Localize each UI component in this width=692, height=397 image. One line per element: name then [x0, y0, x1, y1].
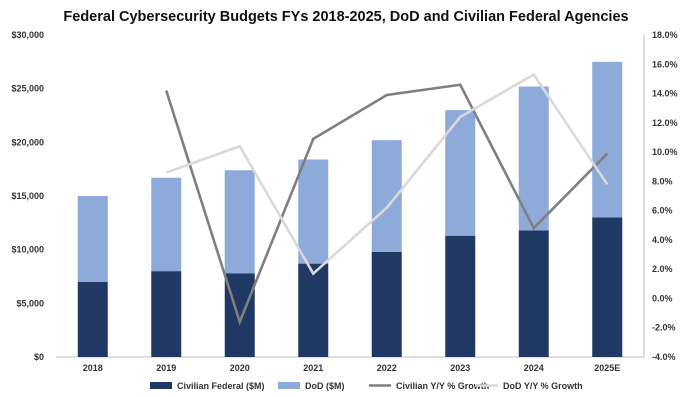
left-tick-label: $5,000 [16, 298, 44, 308]
bar-civilian [151, 271, 182, 357]
bar-dod [77, 196, 108, 282]
x-tick-label: 2023 [450, 363, 470, 373]
bar-civilian [592, 217, 623, 357]
bars [77, 61, 623, 357]
bar-civilian [518, 230, 549, 357]
bar-civilian [298, 263, 329, 357]
chart-title: Federal Cybersecurity Budgets FYs 2018-2… [63, 9, 628, 25]
legend-label: DoD Y/Y % Growth [503, 381, 583, 391]
right-tick-label: 4.0% [652, 235, 673, 245]
legend-swatch [278, 382, 300, 389]
legend-label: Civilian Federal ($M) [177, 381, 265, 391]
bar-civilian [445, 235, 476, 357]
left-tick-label: $0 [34, 352, 44, 362]
left-tick-label: $30,000 [11, 30, 44, 40]
bar-dod [298, 159, 329, 264]
legend: Civilian Federal ($M) DoD ($M) Civilian Y/… [150, 381, 583, 391]
left-tick-label: $10,000 [11, 245, 44, 255]
bar-civilian [371, 251, 402, 357]
right-tick-label: 14.0% [652, 89, 678, 99]
line-dod-growth [165, 72, 609, 276]
left-tick-label: $15,000 [11, 191, 44, 201]
right-axis: -4.0% -2.0% 0.0% 2.0% 4.0% 6.0% 8.0% 10.0% 12.0%… [643, 30, 678, 362]
bar-dod [592, 61, 623, 218]
bar-dod [151, 177, 182, 272]
right-tick-label: -4.0% [652, 352, 676, 362]
x-tick-label: 2024 [524, 363, 544, 373]
line-civilian-growth [165, 83, 609, 326]
x-axis: 2018 2019 2020 2021 2022 2023 2024 2025E [56, 356, 644, 373]
right-tick-label: 16.0% [652, 59, 678, 69]
legend-label: DoD ($M) [305, 381, 345, 391]
right-tick-label: -2.0% [652, 323, 676, 333]
bar-dod [224, 170, 255, 274]
legend-swatch [150, 382, 172, 389]
bar-civilian [77, 281, 108, 357]
right-tick-label: 6.0% [652, 206, 673, 216]
right-tick-label: 8.0% [652, 176, 673, 186]
x-tick-label: 2020 [230, 363, 250, 373]
right-tick-label: 0.0% [652, 293, 673, 303]
x-tick-label: 2019 [156, 363, 176, 373]
right-tick-label: 12.0% [652, 118, 678, 128]
lines [165, 72, 609, 326]
legend-label: Civilian Y/Y % Growth [396, 381, 489, 391]
x-tick-label: 2022 [377, 363, 397, 373]
x-tick-label: 2021 [303, 363, 323, 373]
right-tick-label: 10.0% [652, 147, 678, 157]
right-tick-label: 18.0% [652, 30, 678, 40]
x-tick-label: 2018 [83, 363, 103, 373]
left-tick-label: $25,000 [11, 84, 44, 94]
left-tick-label: $20,000 [11, 137, 44, 147]
x-tick-label: 2025E [594, 363, 620, 373]
left-axis: $0 $5,000 $10,000 $15,000 $20,000 $25,000 $30,… [11, 30, 44, 362]
right-tick-label: 2.0% [652, 264, 673, 274]
